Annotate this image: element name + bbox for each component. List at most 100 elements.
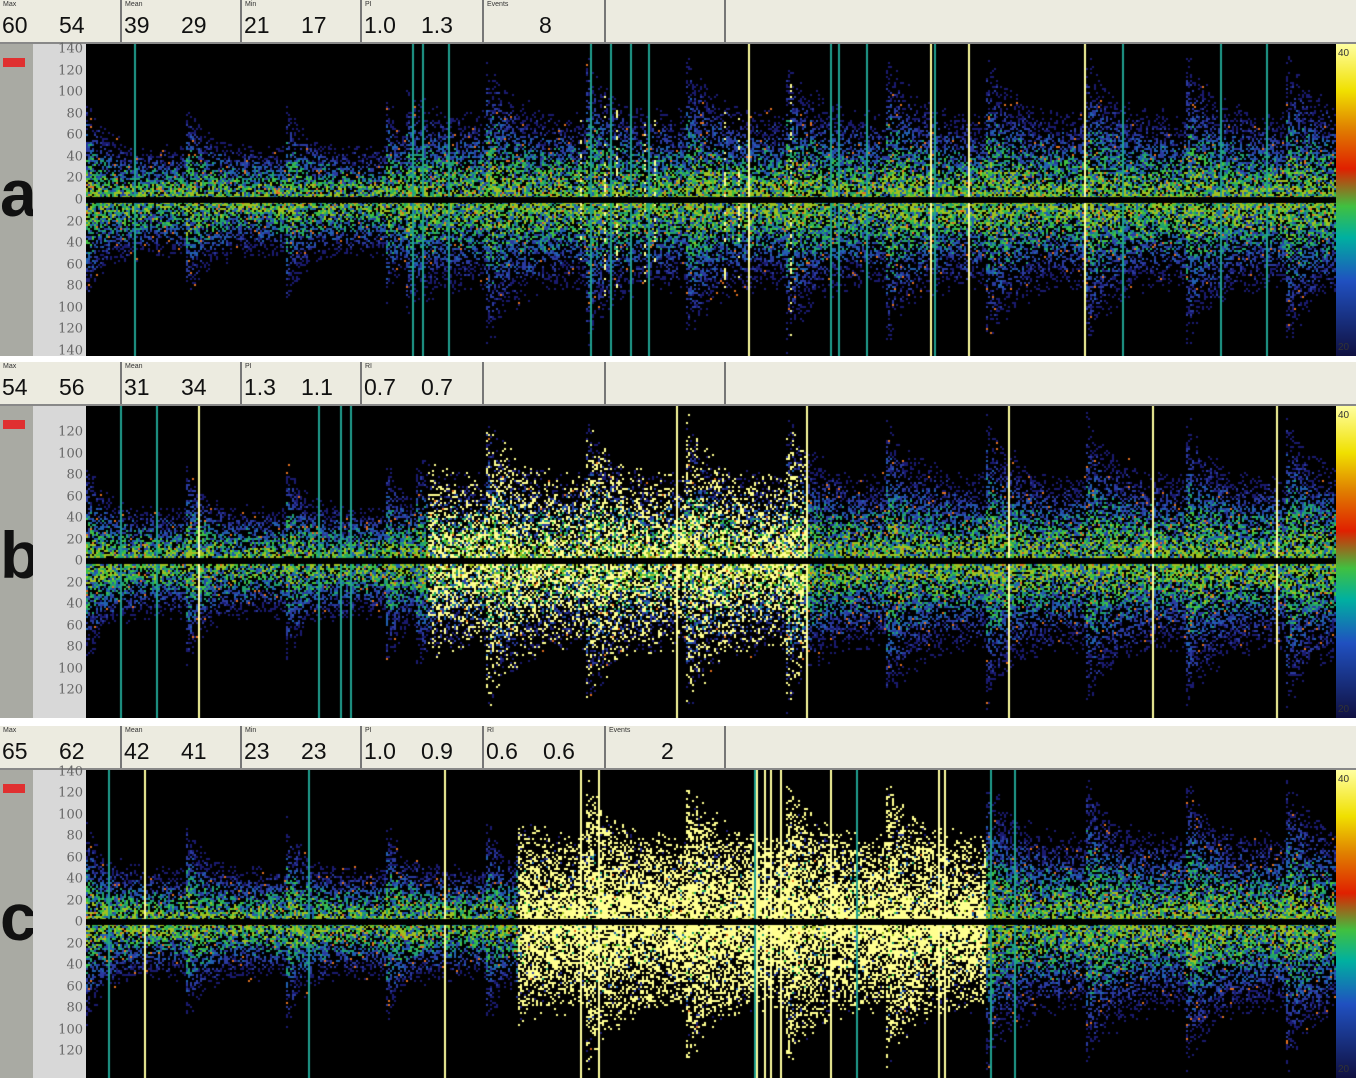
axis-tick-label: 100: [58, 1022, 83, 1037]
panel-a: Max 60 54 Mean 39 29 Min 21 17 PI 1.0 1.3 Events 8 a 14…: [0, 0, 1356, 359]
doppler-spectrogram: [86, 406, 1336, 718]
header-cell: RI 0.6 0.6: [484, 726, 606, 768]
header-value: 54: [59, 12, 85, 38]
axis-tick-label: 40: [66, 957, 83, 973]
measurement-header: Max 54 56 Mean 31 34 PI 1.3 1.1 RI 0.7 0.7: [0, 362, 1356, 406]
axis-tick-label: 20: [66, 214, 83, 230]
axis-tick-label: 40: [66, 871, 83, 887]
axis-tick-label: 60: [66, 489, 83, 504]
axis-tick-label: 20: [66, 575, 83, 590]
axis-tick-label: 20: [66, 170, 83, 186]
side-gutter: [0, 44, 33, 356]
header-label: Mean: [125, 1, 143, 8]
control-icon[interactable]: [3, 420, 25, 429]
header-value: 0.7: [364, 374, 396, 400]
header-value: 56: [59, 374, 85, 400]
header-label: Mean: [125, 727, 143, 734]
color-scale-top-label: 40: [1338, 410, 1350, 421]
measurement-header: Max 65 62 Mean 42 41 Min 23 23 PI 1.0 0.9 RI 0.6 0.6 Ev…: [0, 726, 1356, 770]
axis-tick-label: 120: [58, 682, 83, 698]
header-label: Events: [609, 727, 631, 734]
axis-tick-label: 0: [74, 553, 83, 569]
header-cell: PI 1.0 0.9: [362, 726, 484, 768]
color-scale-bottom-label: 20: [1338, 342, 1350, 353]
header-cell: PI 1.3 1.1: [242, 362, 362, 404]
header-value: 29: [181, 12, 207, 38]
header-value: 1.0: [364, 738, 396, 764]
color-scale-top-label: 40: [1338, 774, 1350, 785]
axis-tick-label: 40: [66, 596, 83, 612]
header-label: PI: [365, 1, 372, 8]
axis-tick-label: 60: [66, 127, 83, 143]
velocity-axis: 140 120 100 80 60 40 20 0 20 40 60 80 100 120 140: [33, 41, 86, 359]
header-cell: Min 21 17: [242, 0, 362, 42]
color-scale-bar: [1336, 406, 1356, 718]
header-cell: Events 2: [606, 726, 726, 768]
axis-tick-label: 80: [66, 639, 83, 655]
header-value: 0.9: [421, 738, 453, 764]
header-value: 34: [181, 374, 207, 400]
control-icon[interactable]: [3, 784, 25, 793]
side-gutter: [0, 406, 33, 718]
axis-tick-label: 60: [66, 257, 83, 273]
header-cell: [606, 362, 726, 404]
axis-tick-label: 60: [66, 979, 83, 994]
axis-tick-label: 40: [66, 235, 83, 251]
header-value: 54: [2, 374, 28, 400]
control-icon[interactable]: [3, 58, 25, 67]
doppler-spectrogram: [86, 44, 1336, 356]
header-value: 31: [124, 374, 150, 400]
axis-tick-label: 100: [58, 807, 83, 822]
header-cell: Mean 42 41: [122, 726, 242, 768]
header-label: Mean: [125, 363, 143, 370]
header-cell: [606, 0, 726, 42]
header-cell: PI 1.0 1.3: [362, 0, 484, 42]
header-label: Max: [3, 1, 17, 8]
axis-tick-label: 80: [66, 828, 83, 844]
header-value: 0.7: [421, 374, 453, 400]
header-cell: Min 23 23: [242, 726, 362, 768]
axis-tick-label: 100: [58, 84, 83, 100]
color-scale-bar: [1336, 770, 1356, 1078]
header-value: 60: [2, 12, 28, 38]
header-value: 2: [661, 738, 674, 764]
header-cell: Max 54 56: [0, 362, 122, 404]
doppler-spectrogram: [86, 770, 1336, 1078]
header-value: 0.6: [543, 738, 575, 764]
header-label: RI: [365, 363, 372, 370]
header-value: 1.0: [364, 12, 396, 38]
header-cell: RI 0.7 0.7: [362, 362, 484, 404]
axis-tick-label: 120: [58, 424, 83, 440]
axis-tick-label: 100: [58, 300, 83, 316]
axis-tick-label: 140: [58, 343, 83, 359]
axis-tick-label: 100: [58, 661, 83, 676]
axis-tick-label: 120: [58, 63, 83, 79]
header-label: Events: [487, 1, 509, 8]
panel-c: Max 65 62 Mean 42 41 Min 23 23 PI 1.0 0.9 RI 0.6 0.6 Ev…: [0, 726, 1356, 1078]
axis-tick-label: 60: [66, 850, 83, 865]
axis-tick-label: 40: [66, 510, 83, 526]
axis-tick-label: 100: [58, 446, 83, 461]
velocity-axis: 120 100 80 60 40 20 0 20 40 60 80 100 120: [33, 406, 86, 718]
header-value: 23: [244, 738, 270, 764]
header-value: 65: [2, 738, 28, 764]
axis-tick-label: 80: [66, 278, 83, 294]
axis-tick-label: 80: [66, 1000, 83, 1016]
header-value: 1.3: [421, 12, 453, 38]
axis-tick-label: 140: [58, 41, 83, 57]
header-value: 1.1: [301, 374, 333, 400]
color-scale-bottom-label: 20: [1338, 704, 1350, 715]
axis-tick-label: 20: [66, 532, 83, 547]
color-scale-bottom-label: 20: [1338, 1064, 1350, 1075]
header-value: 23: [301, 738, 327, 764]
color-scale-top-label: 40: [1338, 48, 1350, 59]
header-value: 17: [301, 12, 327, 38]
header-label: RI: [487, 727, 494, 734]
velocity-axis: 140 120 100 80 60 40 20 0 20 40 60 80 100 120: [33, 764, 86, 1078]
header-value: 41: [181, 738, 207, 764]
header-label: Min: [245, 727, 257, 734]
axis-tick-label: 80: [66, 106, 83, 122]
panel-letter: a: [0, 156, 37, 230]
axis-tick-label: 20: [66, 936, 83, 951]
axis-tick-label: 120: [58, 1043, 83, 1059]
